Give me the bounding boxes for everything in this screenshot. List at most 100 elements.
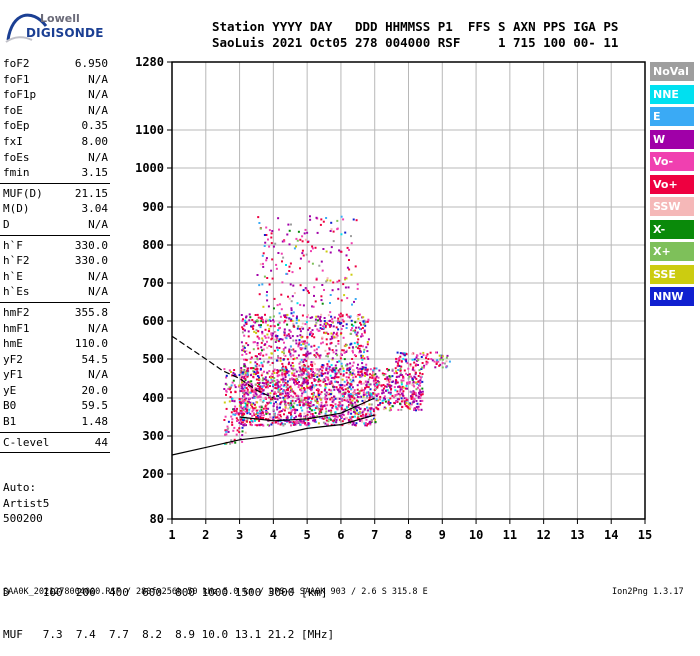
echo-point (352, 422, 355, 425)
echo-point (325, 419, 328, 422)
echo-point (394, 382, 397, 385)
echo-point (299, 416, 302, 419)
echo-point (332, 331, 335, 334)
echo-point (268, 424, 271, 427)
echo-point (282, 369, 285, 372)
echo-point (367, 378, 370, 381)
echo-point (291, 388, 293, 391)
echo-point (324, 388, 327, 391)
echo-point (374, 421, 377, 423)
echo-point (319, 379, 322, 382)
echo-point (304, 287, 307, 290)
echo-point (251, 403, 254, 406)
param-row: hmE 110.0 (0, 336, 116, 352)
echo-point (354, 404, 357, 407)
echo-point (241, 421, 244, 424)
echo-point (311, 395, 314, 398)
file-info-footer: SAA0K_2021278004000.RSF / 280fx256h 50 k… (3, 587, 428, 597)
echo-point (262, 377, 264, 380)
echo-point (264, 313, 266, 316)
echo-point (332, 351, 335, 354)
echo-point (293, 247, 296, 250)
echo-point (391, 368, 394, 371)
echo-point (389, 376, 392, 379)
echo-point (261, 382, 264, 384)
echo-point (338, 279, 341, 282)
echo-point (381, 372, 384, 375)
echo-point (364, 373, 367, 376)
echo-point (385, 376, 388, 379)
echo-point (314, 384, 317, 387)
echo-point (269, 325, 272, 328)
echo-point (402, 386, 405, 389)
y-tick-label: 1000 (135, 161, 164, 175)
echo-point (279, 393, 282, 396)
echo-point (242, 406, 245, 409)
y-tick-label: 600 (142, 314, 164, 328)
echo-point (357, 370, 360, 373)
echo-point (440, 356, 443, 359)
echo-point (399, 386, 402, 389)
echo-point (254, 361, 257, 364)
echo-point (273, 368, 276, 371)
echo-point (396, 390, 399, 393)
echo-point (283, 352, 285, 355)
echo-point (352, 408, 355, 411)
echo-point (328, 381, 331, 384)
echo-point (270, 352, 273, 355)
echo-point (331, 318, 334, 321)
echo-point (364, 380, 367, 383)
echo-point (294, 392, 297, 395)
echo-point (350, 329, 353, 332)
echo-point (342, 414, 345, 417)
param-row: C-level 44 (0, 435, 116, 451)
echo-point (330, 396, 333, 399)
echo-point (293, 325, 296, 328)
echo-point (263, 335, 266, 338)
echo-point (361, 362, 364, 365)
echo-point (289, 337, 292, 339)
echo-point (306, 423, 309, 426)
echo-point (319, 405, 322, 408)
echo-point (260, 324, 262, 327)
echo-point (243, 358, 245, 361)
echo-point (276, 346, 279, 349)
echo-point (387, 368, 390, 371)
echo-point (252, 402, 255, 405)
echo-point (395, 360, 398, 363)
echo-point (260, 317, 263, 320)
echo-point (347, 422, 350, 425)
echo-point (377, 399, 379, 402)
echo-point (244, 365, 247, 368)
echo-point (241, 319, 244, 322)
echo-point (386, 389, 389, 392)
echo-point (373, 367, 376, 370)
echo-point (281, 371, 284, 374)
echo-point (287, 389, 290, 392)
echo-point (351, 386, 354, 389)
echo-point (283, 400, 286, 403)
echo-point (445, 356, 448, 359)
echo-point (303, 358, 306, 361)
echo-point (360, 370, 363, 373)
echo-point (406, 406, 409, 408)
echo-point (293, 408, 296, 411)
echo-point (375, 382, 378, 385)
echo-point (279, 385, 282, 388)
echo-point (345, 254, 348, 257)
echo-point (317, 346, 320, 349)
x-tick-label: 14 (604, 528, 618, 542)
echo-point (286, 393, 289, 396)
echo-point (281, 362, 284, 365)
echo-point (272, 395, 275, 398)
echo-point (225, 374, 228, 377)
echo-point (278, 228, 280, 231)
echo-point (281, 392, 284, 395)
echo-point (295, 415, 297, 418)
ionogram-plot: 1 2 3 4 5 6 7 8 9 10 11 12 13 14 158020030040050060070… (135, 55, 652, 542)
echo-point (360, 354, 363, 357)
echo-point (374, 388, 377, 391)
echo-point (302, 361, 305, 363)
echo-point (290, 312, 293, 315)
echo-point (278, 338, 281, 341)
